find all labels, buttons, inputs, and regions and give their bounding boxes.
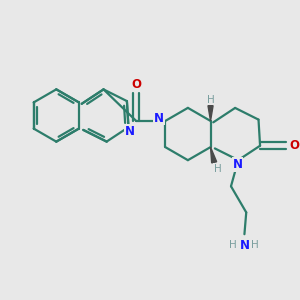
Text: H: H — [229, 240, 237, 250]
Text: H: H — [214, 164, 222, 174]
Polygon shape — [211, 147, 217, 163]
Text: H: H — [251, 240, 259, 250]
Text: O: O — [131, 78, 141, 91]
Text: N: N — [124, 125, 135, 138]
Text: N: N — [154, 112, 164, 124]
Text: H: H — [207, 94, 214, 104]
Text: N: N — [239, 238, 249, 252]
Text: N: N — [232, 158, 242, 171]
Text: O: O — [289, 139, 299, 152]
Polygon shape — [208, 106, 213, 121]
